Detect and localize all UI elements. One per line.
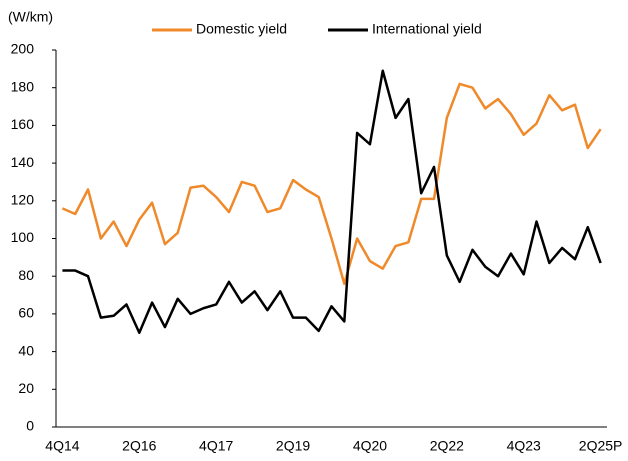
- legend-label: International yield: [372, 21, 482, 37]
- x-tick-label: 2Q19: [276, 438, 310, 454]
- series-line: [61, 82, 602, 285]
- x-tick-label: 2Q22: [430, 438, 464, 454]
- legend-label: Domestic yield: [196, 21, 287, 37]
- y-tick-label: 100: [11, 229, 35, 245]
- y-tick-label: 0: [26, 418, 34, 434]
- y-tick-label: 160: [11, 116, 35, 132]
- y-tick-label: 20: [18, 380, 34, 396]
- x-tick-label: 4Q20: [353, 438, 387, 454]
- y-axis-label: (W/km): [8, 9, 53, 25]
- y-tick-label: 200: [11, 41, 35, 57]
- x-tick-label: 4Q17: [199, 438, 233, 454]
- y-tick-label: 140: [11, 154, 35, 170]
- y-tick-label: 80: [18, 267, 34, 283]
- x-tick-label: 2Q25P: [579, 438, 623, 454]
- x-tick-label: 4Q23: [507, 438, 541, 454]
- y-tick-label: 120: [11, 192, 35, 208]
- series-line: [62, 69, 602, 334]
- x-tick-label: 2Q16: [122, 438, 156, 454]
- y-tick-label: 60: [18, 305, 34, 321]
- y-tick-label: 180: [11, 78, 35, 94]
- x-tick-label: 4Q14: [45, 438, 79, 454]
- y-tick-label: 40: [18, 342, 34, 358]
